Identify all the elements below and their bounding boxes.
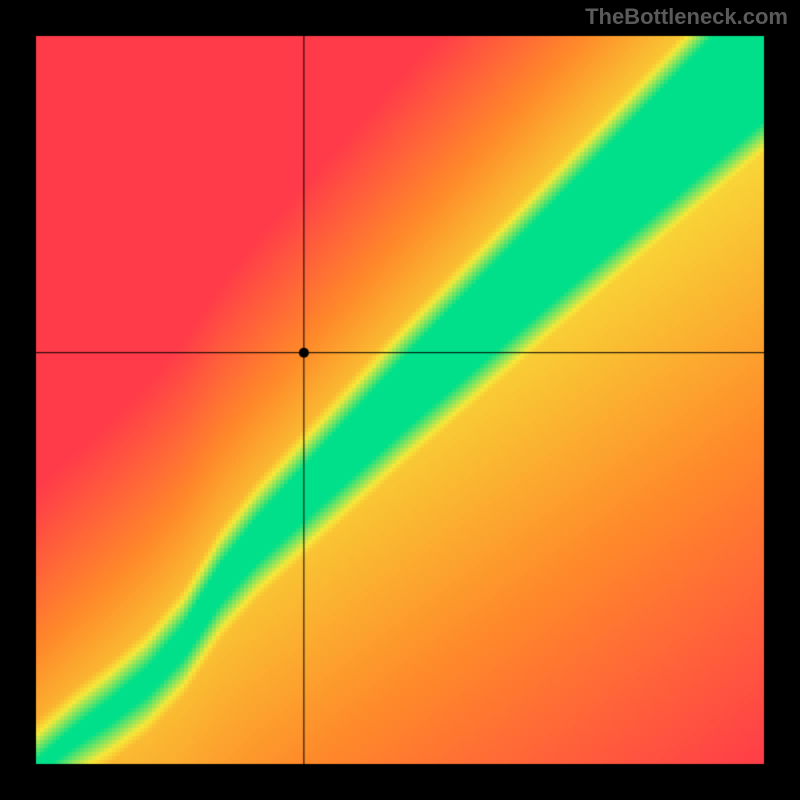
chart-frame: TheBottleneck.com: [0, 0, 800, 800]
bottleneck-heatmap-canvas: [0, 0, 800, 800]
watermark-text: TheBottleneck.com: [585, 4, 788, 30]
